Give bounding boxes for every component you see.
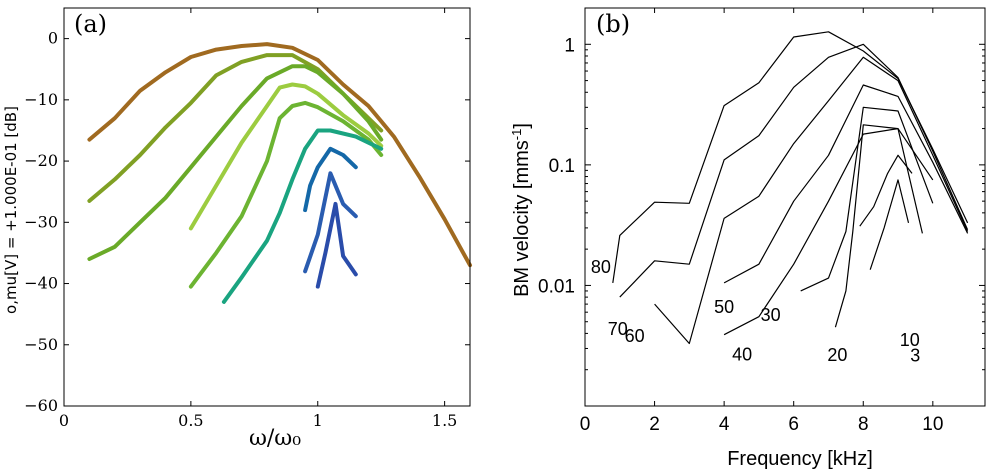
panel-a-y-tick-label: −30 — [24, 212, 58, 231]
panel-a-y-tick-label: −40 — [24, 274, 58, 293]
panel-b-curve-label: 10 — [900, 330, 920, 350]
panel-b-series-30 — [800, 106, 934, 292]
panel-b-series-70 — [619, 43, 969, 298]
panel-b-x-tick-label: 2 — [649, 414, 660, 435]
panel-a-series-6 — [221, 128, 384, 304]
panel-a-x-tick-label: 1.5 — [432, 411, 457, 430]
panel-b-y-axis-label-sup: -1 — [509, 129, 524, 141]
panel-b-x-axis-label: Frequency [kHz] — [727, 448, 873, 470]
panel-b-axes-frame — [584, 7, 986, 407]
panel-b-series-3 — [869, 179, 910, 270]
panel-b-y-tick-label: 1 — [564, 35, 575, 56]
panel-b-x-tick-label: 6 — [788, 414, 799, 435]
panel-a-x-tick-label: 0.5 — [178, 411, 203, 430]
panel-b-y-tick-label: 0.01 — [538, 276, 575, 297]
panel-b-curve-label: 60 — [625, 326, 645, 346]
panel-a-series-5 — [188, 100, 384, 289]
panel-b-y-axis-label-main: BM velocity [mms — [511, 140, 533, 297]
panel-b-ticks: 0 2 4 6 8 10 0.01 0.1 1 — [538, 7, 985, 435]
panel-b-x-tick-label: 0 — [580, 414, 591, 435]
panel-b-curve-label: 70 — [608, 319, 628, 339]
panel-b-curve-label: 40 — [732, 345, 752, 365]
panel-b-y-tick-label: 0.1 — [549, 156, 575, 177]
panel-b-x-tick-label: 4 — [719, 414, 730, 435]
panel-a-y-axis-label: o,mu[V] = +1.000E-01 [dB] — [2, 106, 20, 314]
panel-b-series-80 — [612, 31, 969, 283]
panel-a-ticks: 0 0.5 1 1.5 0 −10 −20 −30 −40 −50 −60 — [24, 8, 470, 430]
panel-a-x-axis-label: ω/ω₀ — [249, 426, 301, 451]
panel-b-series-50 — [723, 84, 969, 284]
panel-b-series-20 — [834, 124, 923, 328]
panel-b-label: (b) — [596, 10, 630, 38]
panel-b-curve-label: 80 — [591, 257, 611, 277]
panel-a-series-3 — [87, 64, 384, 261]
panel-a-label: (a) — [74, 10, 107, 38]
panel-b-y-axis-label-end: ] — [511, 123, 533, 129]
panel-a-series-1 — [87, 42, 472, 268]
panel-b-x-tick-label: 8 — [858, 414, 869, 435]
panel-a-series-9 — [315, 201, 358, 289]
panel-a-series-8 — [303, 171, 358, 274]
panel-a-y-tick-label: −60 — [24, 396, 58, 415]
panel-b-curve-label: 20 — [827, 345, 847, 365]
panel-a-series-7 — [303, 146, 358, 213]
panel-b-curve-label: 30 — [761, 305, 781, 325]
panel-b-x-tick-label: 10 — [922, 414, 943, 435]
panel-a-x-tick-label: 0 — [59, 411, 69, 430]
panel-b-curve-label: 50 — [714, 297, 734, 317]
panel-a-y-tick-label: −50 — [24, 335, 58, 354]
panel-a-series-4 — [188, 82, 384, 231]
panel-b-curve-label: 3 — [910, 346, 920, 366]
panel-a: 0 0.5 1 1.5 0 −10 −20 −30 −40 −50 −60 (a) o,mu[V] … — [2, 7, 472, 451]
panel-a-curves — [87, 42, 472, 304]
panel-b-y-axis-label: BM velocity [mms-1] — [509, 123, 533, 297]
panel-a-y-tick-label: −20 — [24, 151, 58, 170]
panel-a-x-tick-label: 1 — [313, 411, 323, 430]
panel-a-y-tick-label: 0 — [48, 29, 58, 48]
panel-a-y-tick-label: −10 — [24, 90, 58, 109]
panel-a-axes-frame — [63, 7, 471, 407]
panel-b-series-10 — [859, 154, 913, 227]
panel-b-series-60 — [654, 56, 969, 345]
